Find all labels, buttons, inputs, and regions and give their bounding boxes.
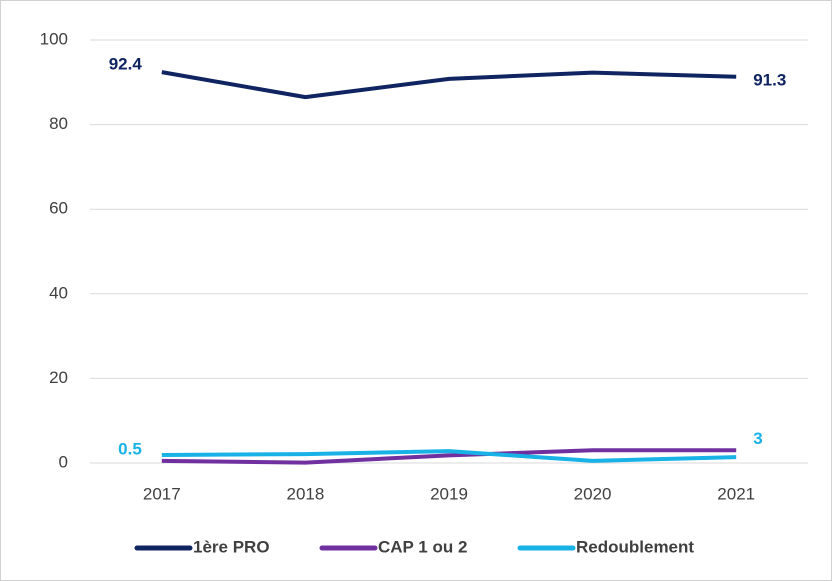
line-series — [161, 448, 737, 465]
legend-label: CAP 1 ou 2 — [378, 537, 467, 556]
x-tick-label: 2020 — [574, 484, 612, 503]
y-tick-label: 20 — [49, 368, 68, 387]
x-tick-label: 2018 — [286, 484, 324, 503]
x-tick-label: 2019 — [430, 484, 468, 503]
data-label: 91.3 — [753, 70, 786, 89]
data-label: 3 — [753, 429, 762, 448]
x-tick-label: 2017 — [143, 484, 181, 503]
line-series — [161, 449, 737, 463]
line-series — [161, 70, 737, 100]
legend-label: Redoublement — [576, 537, 694, 556]
y-tick-label: 60 — [49, 199, 68, 218]
data-label: 0.5 — [118, 439, 142, 458]
y-tick-label: 40 — [49, 283, 68, 302]
y-tick-label: 80 — [49, 114, 68, 133]
x-tick-label: 2021 — [717, 484, 755, 503]
y-tick-label: 0 — [59, 452, 68, 471]
legend-label: 1ère PRO — [193, 537, 270, 556]
data-label: 92.4 — [109, 55, 143, 74]
y-tick-label: 100 — [40, 29, 68, 48]
